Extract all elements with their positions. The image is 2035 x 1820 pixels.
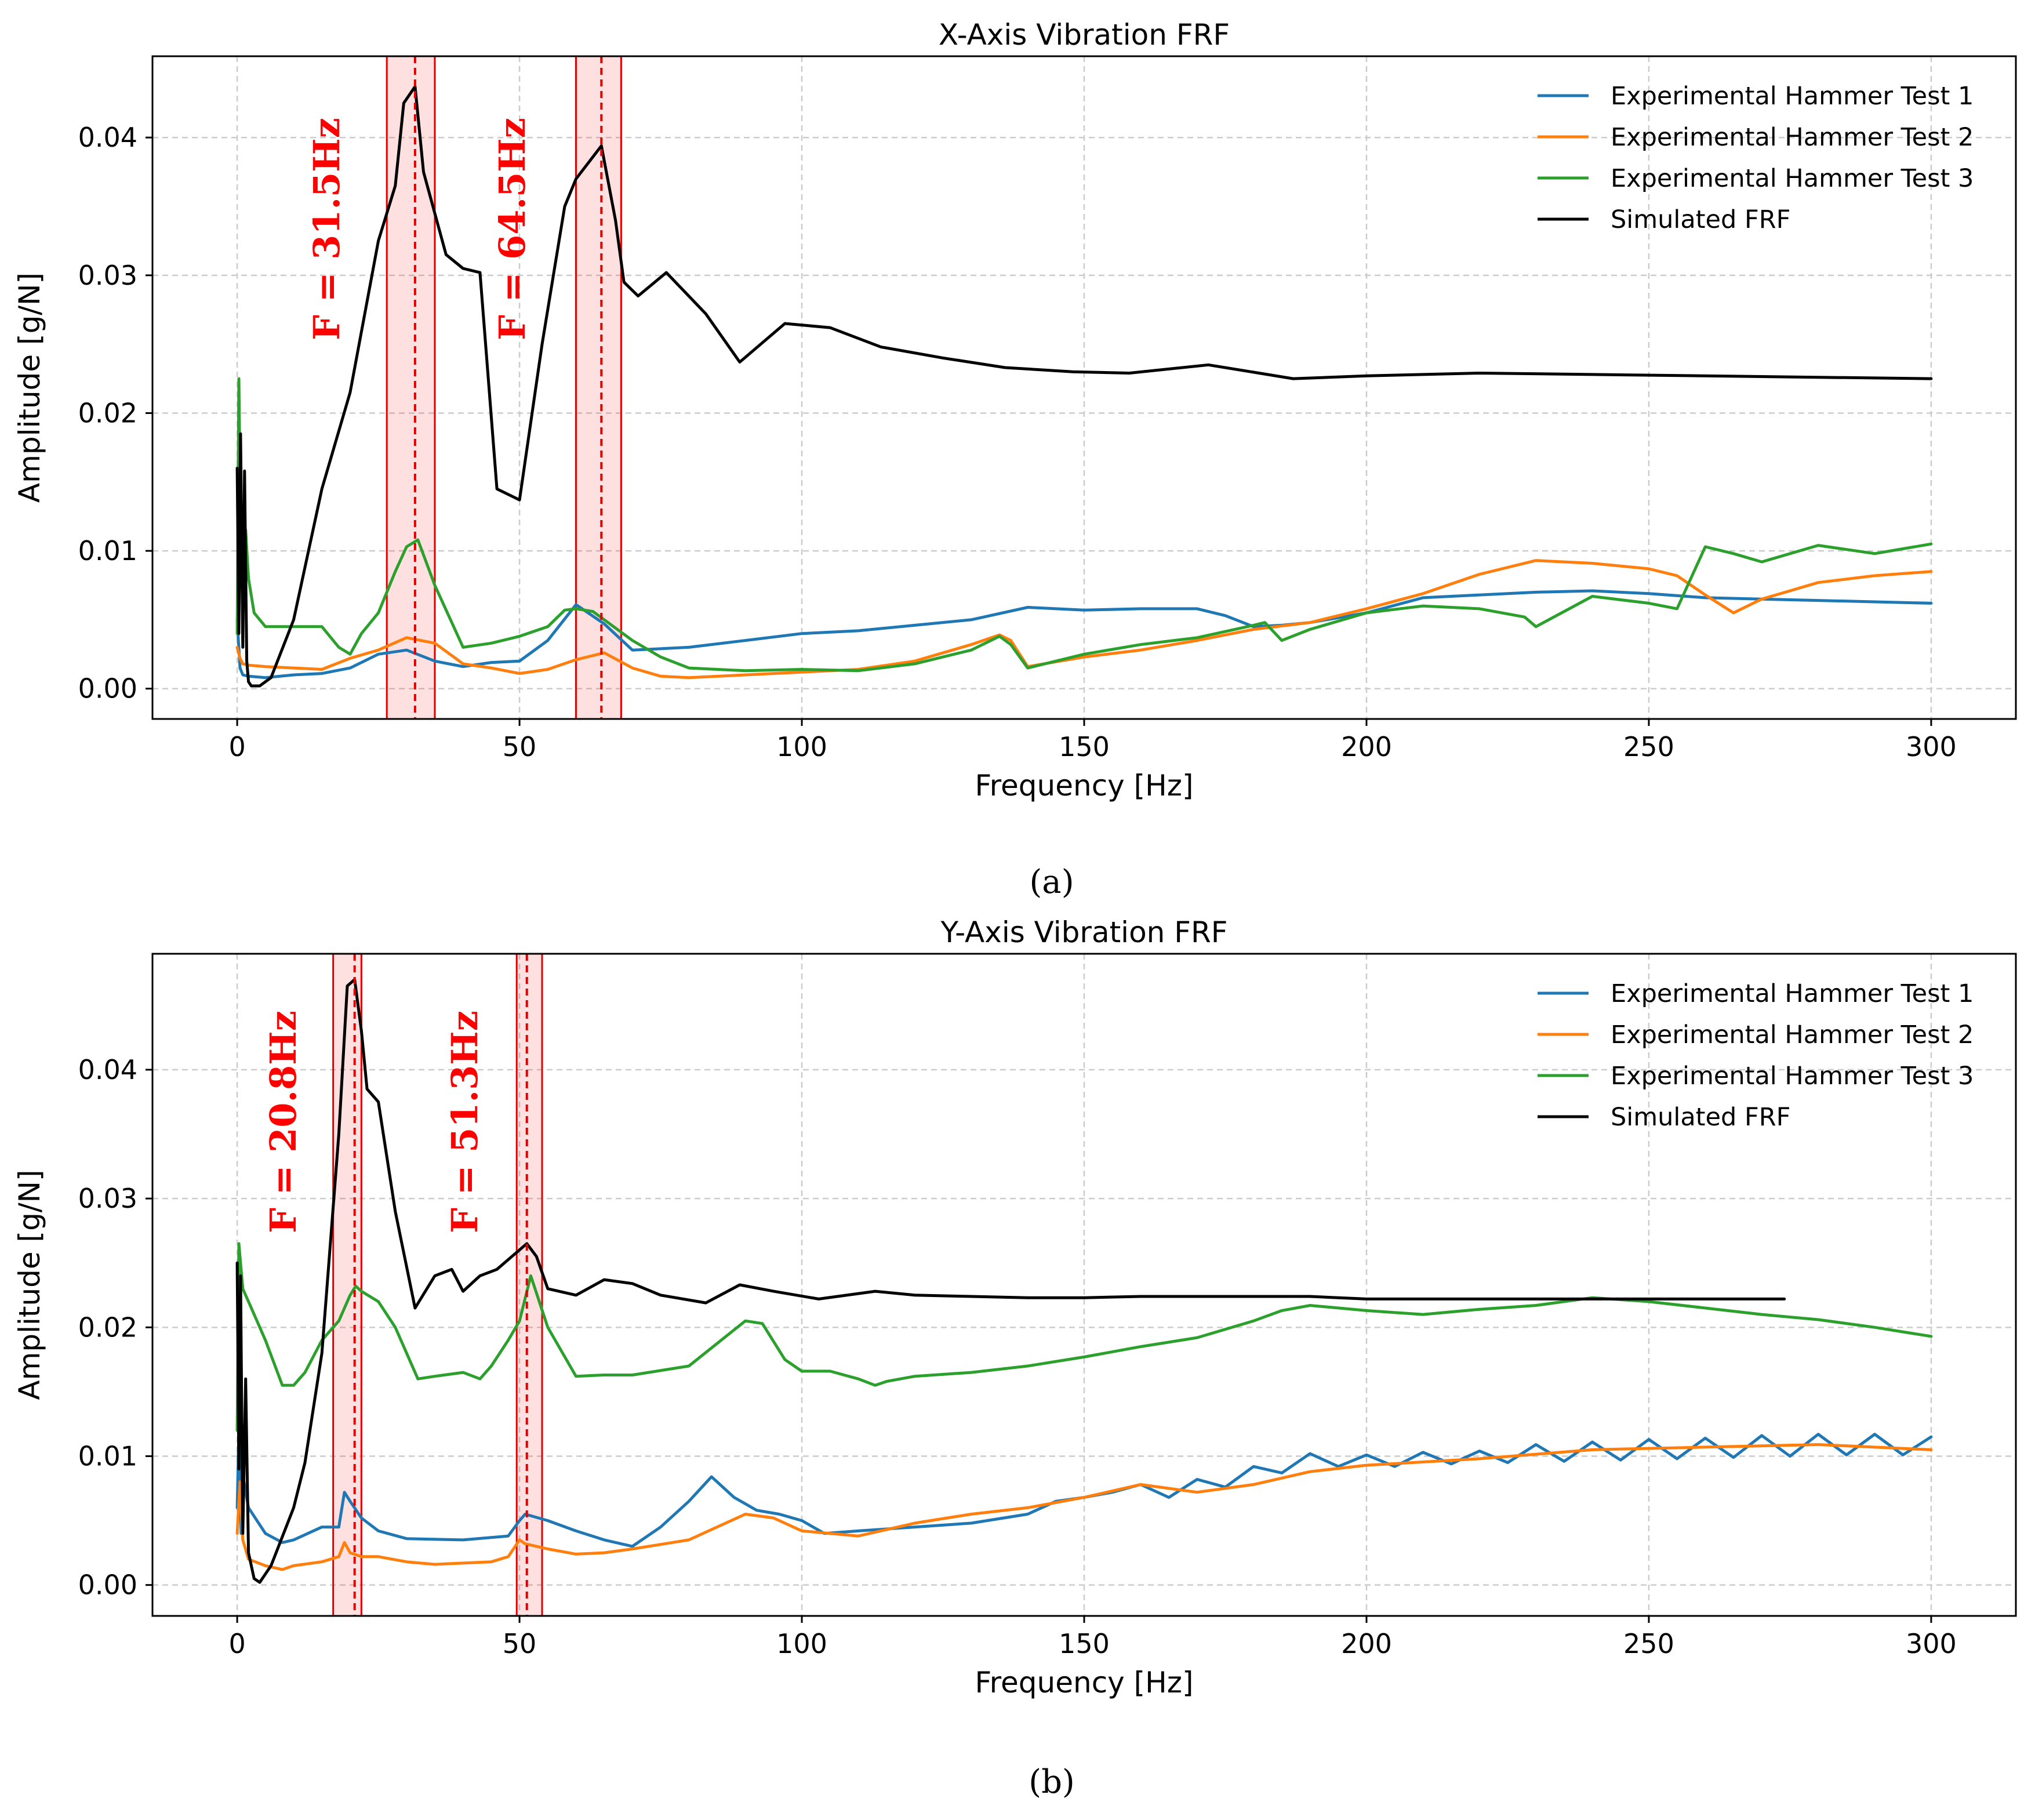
chart-a-ytick-label-4: 0.04 — [78, 122, 137, 153]
chart-a-xtick-label-1: 50 — [503, 731, 537, 762]
chart-a-annotation-1: F = 31.5Hz — [306, 118, 348, 340]
caption-b: (b) — [1029, 1763, 1075, 1801]
chart-a-ytick-label-1: 0.01 — [78, 535, 137, 566]
chart-b-xtick-label-0: 0 — [228, 1628, 245, 1659]
chart-a-xtick-label-5: 250 — [1623, 731, 1674, 762]
chart-b-ylabel: Amplitude [g/N] — [13, 1169, 46, 1400]
chart-b-highlight-band-1 — [332, 953, 362, 1617]
chart-a-xtick-label-0: 0 — [228, 731, 245, 762]
chart-a-ytick-label-0: 0.00 — [78, 673, 137, 704]
chart-b-xlabel: Frequency [Hz] — [975, 1666, 1193, 1699]
chart-b-series-experimental-hammer-test-3 — [235, 1242, 1933, 1432]
chart-a-annotation-2: F = 64.5Hz — [491, 118, 533, 340]
chart-a-ytick-label-2: 0.02 — [78, 397, 137, 428]
chart-a-series-experimental-hammer-test-1 — [235, 589, 1933, 680]
chart-a-series-experimental-hammer-test-3 — [235, 377, 1933, 673]
chart-b-series-experimental-hammer-test-1 — [235, 1429, 1933, 1548]
chart-a-xtick-label-2: 100 — [776, 731, 827, 762]
chart-a-xtick-label-3: 150 — [1059, 731, 1110, 762]
chart-b-xtick-label-3: 150 — [1059, 1628, 1110, 1659]
chart-a-xtick-label-4: 200 — [1341, 731, 1392, 762]
chart-b-xtick-label-1: 50 — [503, 1628, 537, 1659]
chart-a-legend-label-experimental-hammer-test-1: Experimental Hammer Test 1 — [1611, 82, 1974, 111]
chart-a-xtick-label-6: 300 — [1906, 731, 1957, 762]
chart-b-ytick-label-0: 0.00 — [78, 1570, 137, 1601]
chart-b-series-simulated-frf — [235, 978, 1786, 1584]
chart-b-xtick-label-2: 100 — [776, 1628, 827, 1659]
chart-a-ylabel: Amplitude [g/N] — [13, 273, 46, 503]
chart-b-ytick-label-2: 0.02 — [78, 1312, 137, 1343]
chart-a-legend-label-experimental-hammer-test-2: Experimental Hammer Test 2 — [1611, 123, 1974, 152]
chart-a-highlight-band-1 — [386, 55, 436, 720]
chart-b-ytick-label-1: 0.01 — [78, 1440, 137, 1472]
chart-a-title: X-Axis Vibration FRF — [939, 18, 1230, 52]
chart-b-xtick-label-6: 300 — [1906, 1628, 1957, 1659]
chart-a-xlabel: Frequency [Hz] — [975, 769, 1193, 802]
chart-b-xtick-label-5: 250 — [1623, 1628, 1674, 1659]
chart-b-title: Y-Axis Vibration FRF — [940, 916, 1227, 949]
chart-a-legend: Experimental Hammer Test 1 Experimental H… — [1538, 82, 1974, 234]
chart-a-legend-label-simulated-frf: Simulated FRF — [1611, 205, 1790, 234]
chart-b-xtick-label-4: 200 — [1341, 1628, 1392, 1659]
chart-b-legend-label-simulated-frf: Simulated FRF — [1611, 1103, 1790, 1132]
chart-b-legend-label-experimental-hammer-test-1: Experimental Hammer Test 1 — [1611, 979, 1974, 1008]
chart-b-legend-label-experimental-hammer-test-2: Experimental Hammer Test 2 — [1611, 1020, 1974, 1049]
chart-b-ytick-label-3: 0.03 — [78, 1183, 137, 1214]
panel-y-axis-frf: 0 50 100 150 200 250 300 0.00 0.01 0.02 0.03 0.04 Y-… — [13, 916, 2017, 1699]
caption-a: (a) — [1029, 863, 1074, 901]
chart-a-legend-label-experimental-hammer-test-3: Experimental Hammer Test 3 — [1611, 164, 1974, 193]
panel-x-axis-frf: 0 50 100 150 200 250 300 0.00 0.01 0.02 0.03 0.04 X-… — [13, 18, 2017, 802]
chart-a-series-simulated-frf — [235, 85, 1933, 688]
chart-a-ytick-label-3: 0.03 — [78, 260, 137, 291]
chart-a-series-experimental-hammer-test-2 — [235, 559, 1933, 680]
chart-b-annotation-2: F = 51.3Hz — [444, 1011, 486, 1233]
chart-b-legend-label-experimental-hammer-test-3: Experimental Hammer Test 3 — [1611, 1062, 1974, 1091]
chart-b-legend: Experimental Hammer Test 1 Experimental H… — [1538, 979, 1974, 1132]
chart-b-ytick-label-4: 0.04 — [78, 1054, 137, 1085]
chart-b-annotation-1: F = 20.8Hz — [262, 1011, 304, 1233]
chart-b-series-experimental-hammer-test-2 — [235, 1443, 1933, 1571]
